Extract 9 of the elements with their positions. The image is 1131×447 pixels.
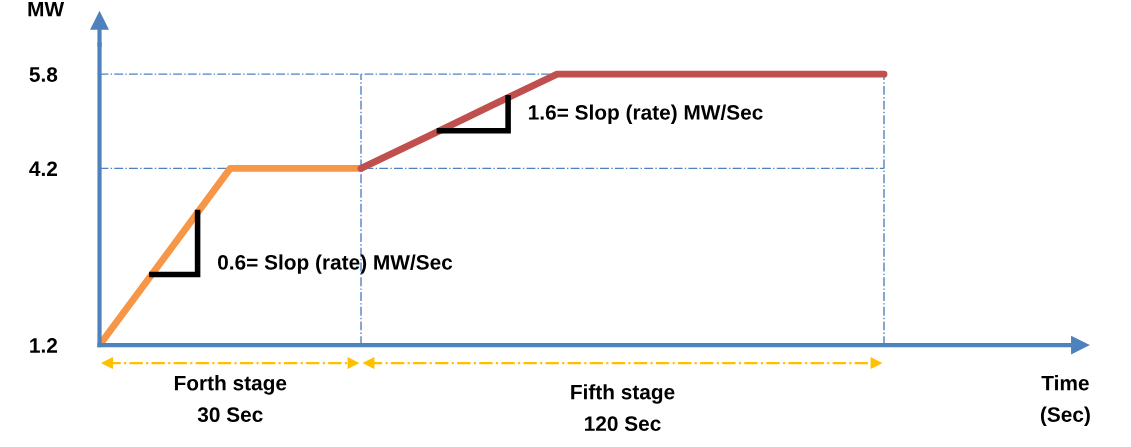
- y-tick-label: 5.8: [29, 67, 58, 82]
- text: Forth stage 30 Sec: [174, 375, 287, 423]
- text: Time (Sec): [1040, 375, 1090, 427]
- y-tick-label: 1.2: [30, 338, 58, 353]
- annotation: 0.6= Slop (rate) MW/Sec: [218, 254, 453, 274]
- y-axis-title: MW: [28, 2, 65, 17]
- text: Fifth stage 120 Sec: [571, 384, 675, 432]
- y-tick-label: 4.2: [29, 161, 58, 176]
- annotation: 1.6= Slop (rate) MW/Sec: [529, 104, 763, 124]
